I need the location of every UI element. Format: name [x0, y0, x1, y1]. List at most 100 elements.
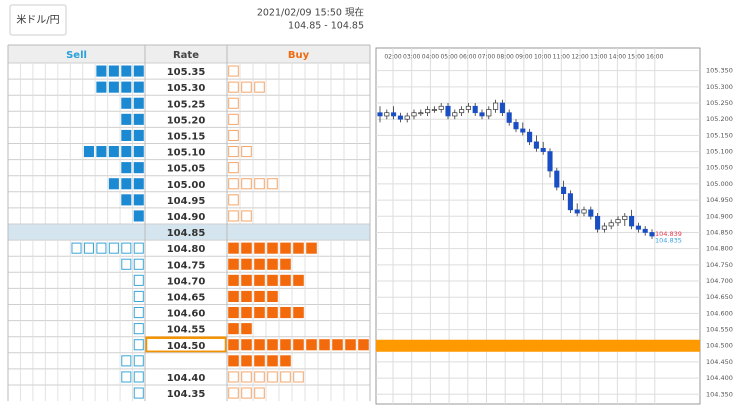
sell-block-open [83, 242, 94, 254]
buy-block [332, 339, 343, 351]
sell-block-open [133, 323, 144, 335]
buy-block [280, 274, 291, 286]
buy-block-open [228, 162, 239, 174]
buy-block [280, 242, 291, 254]
candle-body [431, 109, 437, 111]
candle-body [567, 193, 573, 211]
candle-body [581, 209, 587, 214]
candle-body [601, 225, 607, 230]
sell-block [133, 210, 144, 222]
sell-block [121, 146, 132, 158]
x-tick-label: 03:00 [403, 54, 420, 61]
candle-body [479, 112, 485, 117]
buy-block [306, 242, 317, 254]
candle-body [452, 112, 458, 117]
rate-label: 104.55 [167, 325, 206, 336]
buy-block-open [228, 178, 239, 190]
candle-body [404, 115, 410, 120]
y-tick-label: 104.900 [706, 212, 733, 220]
candle-body [465, 105, 471, 110]
x-tick-label: 02:00 [384, 54, 401, 61]
buy-block [228, 307, 239, 319]
buy-block [358, 339, 369, 351]
y-tick-label: 104.650 [706, 293, 733, 301]
sell-block [133, 146, 144, 158]
buy-block [267, 274, 278, 286]
buy-block-open [228, 387, 239, 399]
y-tick-label: 104.800 [706, 245, 733, 253]
buy-block [293, 339, 304, 351]
column-header: Rate [173, 50, 199, 61]
buy-block-open [254, 81, 265, 93]
candle-body [499, 102, 505, 114]
buy-block-open [228, 81, 239, 93]
candle-body [397, 115, 403, 120]
buy-block [254, 290, 265, 302]
buy-block [293, 307, 304, 319]
buy-block [254, 274, 265, 286]
candle-body [411, 112, 417, 117]
sell-block-open [133, 258, 144, 270]
sell-block [121, 178, 132, 190]
candle-body [513, 122, 519, 130]
buy-block [228, 323, 239, 335]
rate-band [376, 339, 700, 352]
buy-block-open [267, 371, 278, 383]
buy-block [267, 355, 278, 367]
y-tick-label: 104.600 [706, 309, 733, 317]
buy-block [293, 274, 304, 286]
buy-block [228, 274, 239, 286]
buy-block [267, 339, 278, 351]
buy-block [241, 307, 252, 319]
buy-block [280, 258, 291, 270]
buy-block-open [293, 371, 304, 383]
buy-block-open [228, 97, 239, 109]
sell-block [121, 97, 132, 109]
y-tick-label: 104.850 [706, 228, 733, 236]
candle-body [520, 128, 526, 133]
candle-body [425, 109, 431, 114]
sell-block-open [133, 290, 144, 302]
rate-label: 104.95 [167, 196, 206, 207]
pair-button[interactable] [9, 4, 67, 36]
y-tick-label: 104.350 [706, 390, 733, 398]
y-tick-label: 104.500 [706, 342, 733, 350]
sell-block [96, 146, 107, 158]
sell-block-open [133, 307, 144, 319]
rate-label: 105.05 [167, 164, 206, 175]
candle-body [642, 228, 648, 233]
candle-body [540, 147, 546, 152]
candle-body [377, 112, 383, 117]
candle-body [635, 225, 641, 230]
rate-label: 104.90 [167, 212, 206, 223]
rate-label: 104.85 [167, 228, 206, 239]
y-tick-label: 104.450 [706, 358, 733, 366]
sell-block [133, 162, 144, 174]
column-header: Sell [66, 50, 87, 61]
price-label: 104.839 [655, 230, 682, 238]
pair-button-label[interactable]: 米ドル/円 [16, 13, 59, 26]
buy-block [267, 307, 278, 319]
rate-range: 104.85 - 104.85 [288, 21, 364, 32]
x-tick-label: 07:00 [478, 54, 495, 61]
y-tick-label: 105.050 [706, 164, 733, 172]
x-tick-label: 14:00 [609, 54, 626, 61]
sell-block [133, 97, 144, 109]
buy-block-open [280, 371, 291, 383]
buy-block [267, 242, 278, 254]
rate-label: 105.15 [167, 131, 206, 142]
sell-block [133, 178, 144, 190]
buy-block [293, 242, 304, 254]
rate-label: 105.00 [167, 180, 206, 191]
buy-block-open [228, 210, 239, 222]
sell-block [133, 113, 144, 125]
buy-block-open [241, 371, 252, 383]
rate-label: 105.30 [167, 83, 206, 94]
buy-block [254, 355, 265, 367]
buy-block [228, 290, 239, 302]
candle-body [608, 222, 614, 227]
sell-block [121, 162, 132, 174]
candle-body [533, 141, 539, 149]
sell-block-open [133, 387, 144, 399]
